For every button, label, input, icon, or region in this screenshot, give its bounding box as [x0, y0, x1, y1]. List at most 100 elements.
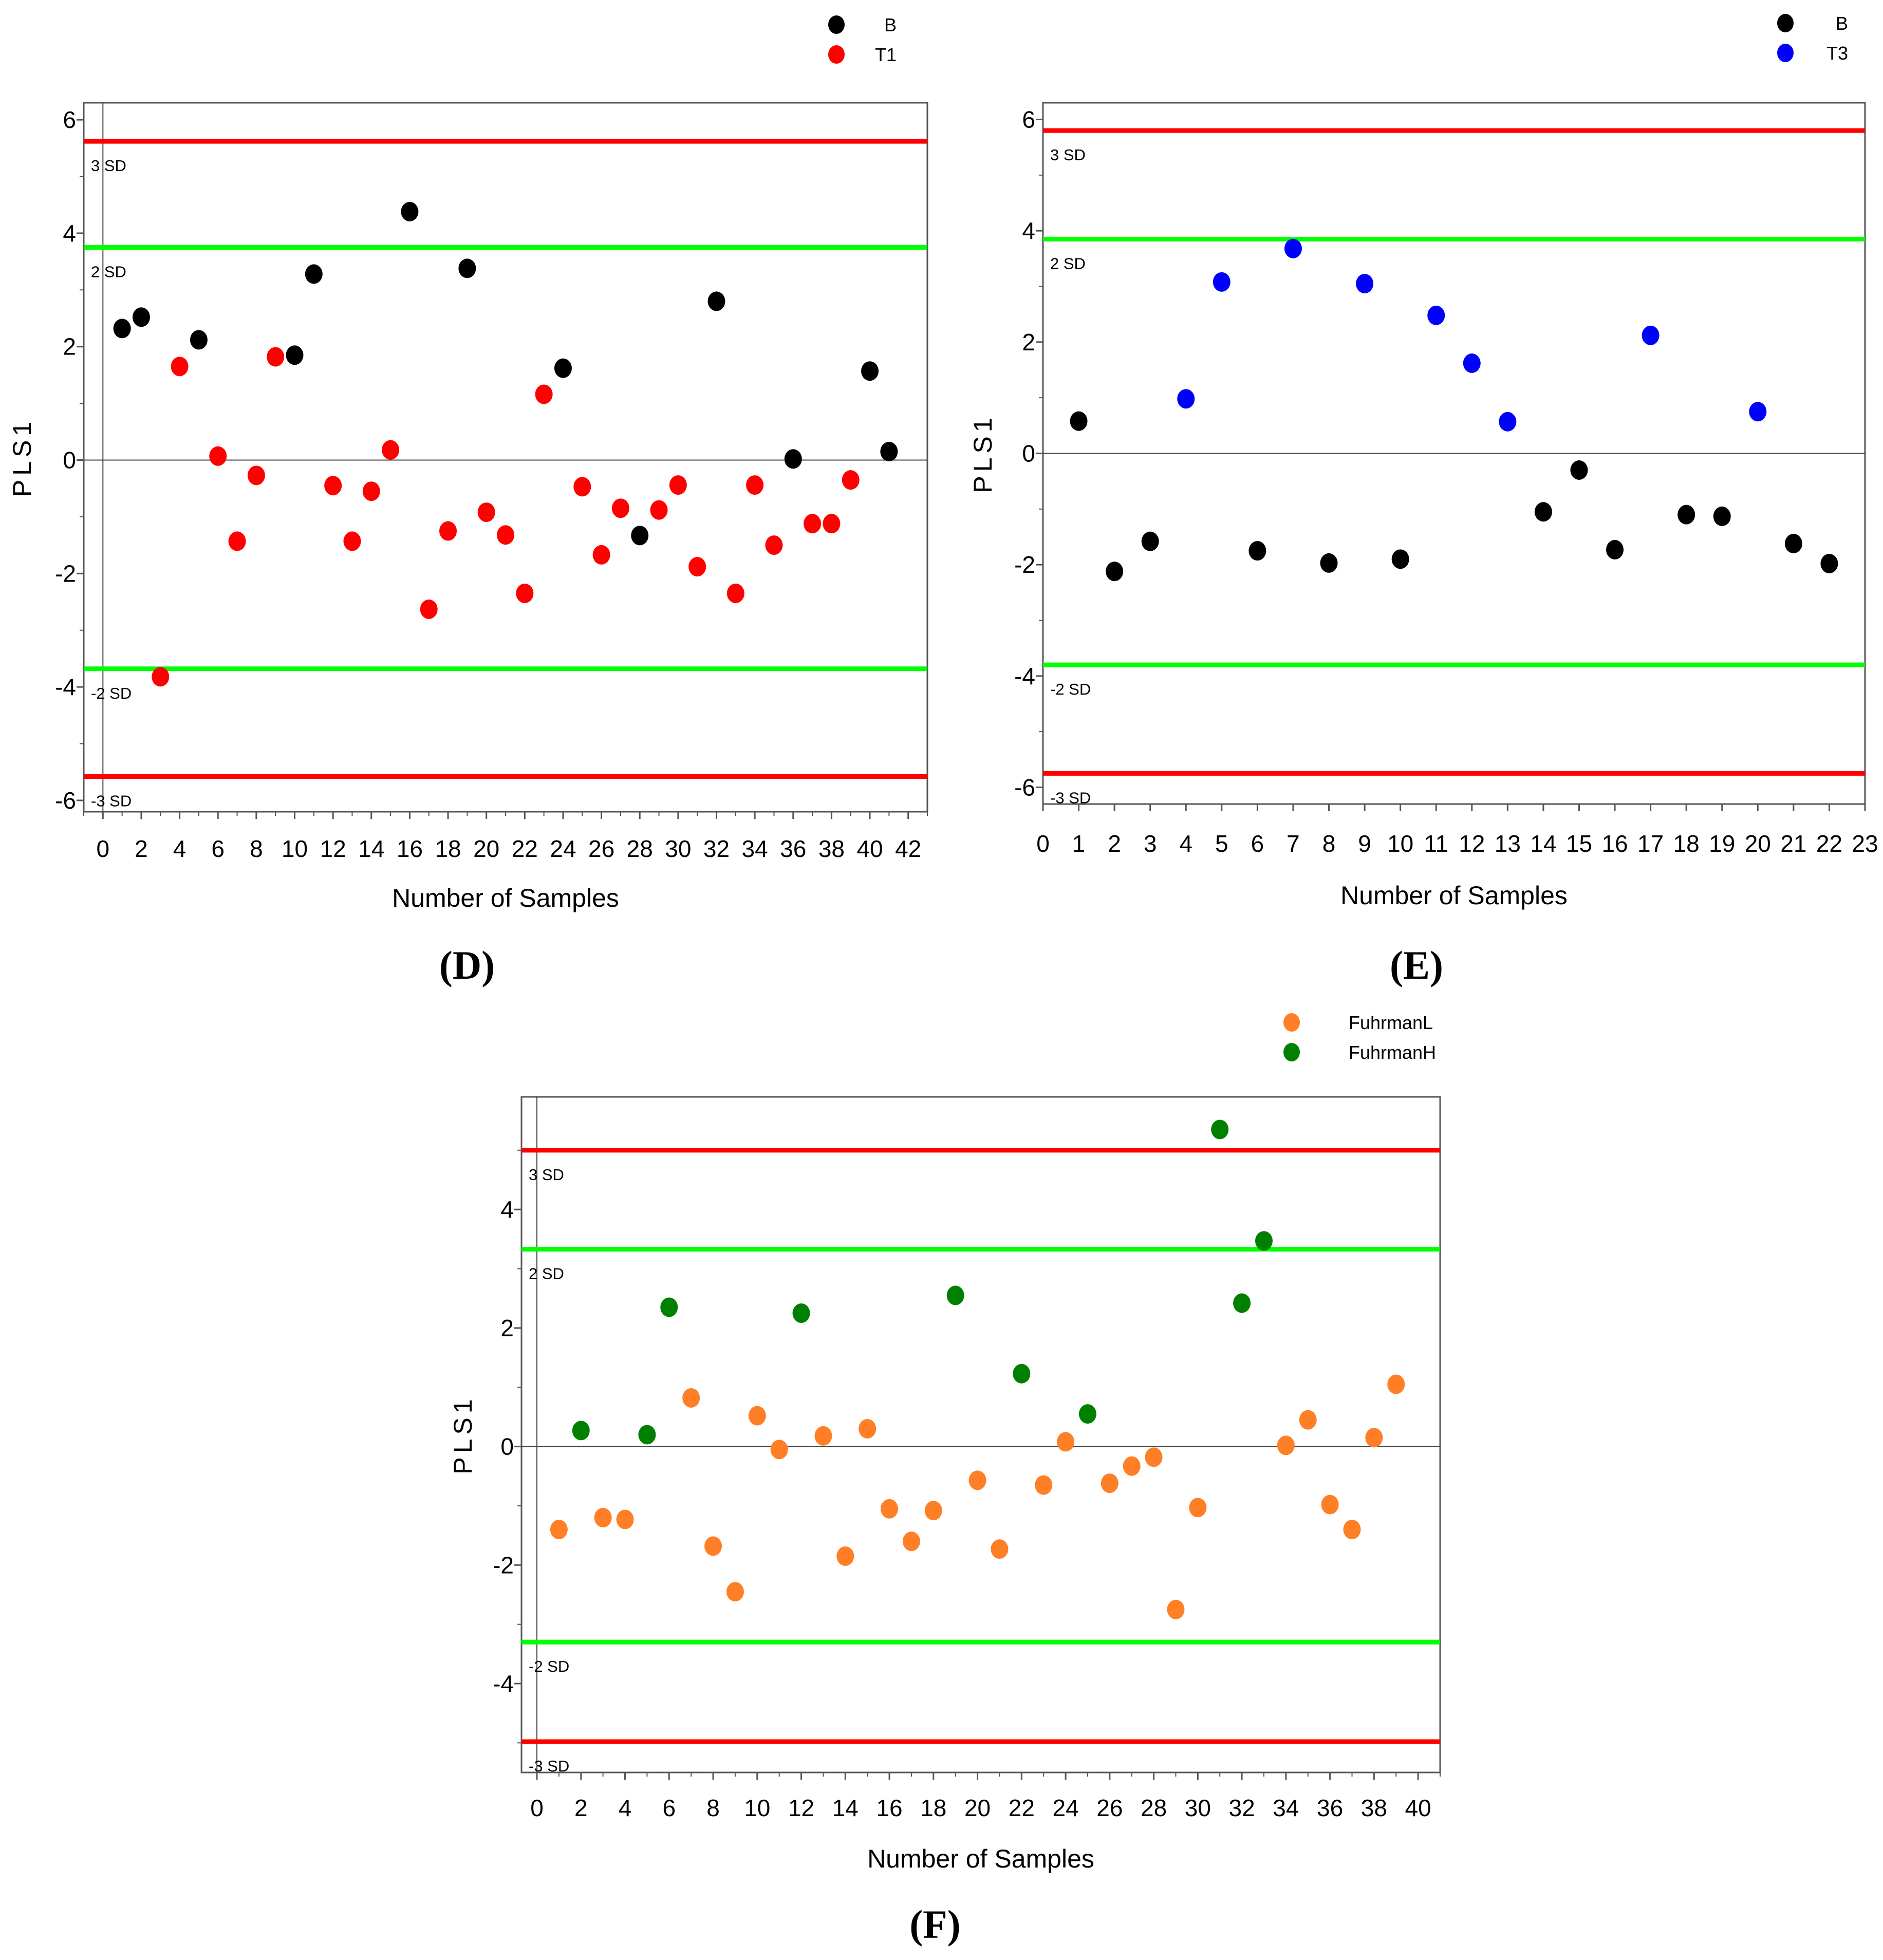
x-axis-title: Number of Samples — [867, 1844, 1094, 1873]
data-point-B-10 — [286, 345, 304, 365]
data-point-B-3 — [1141, 531, 1159, 551]
x-tick-label: 26 — [1096, 1795, 1123, 1821]
x-tick-label: 9 — [1358, 830, 1371, 857]
ref-line-label: -3 SD — [91, 792, 132, 810]
series-B — [113, 201, 898, 546]
ref-line-label: 2 SD — [91, 263, 126, 281]
data-point-B-22 — [1820, 554, 1838, 573]
data-point-FuhrmanH-2 — [572, 1421, 590, 1441]
x-tick-label: 4 — [1179, 830, 1192, 857]
data-point-T1-18 — [439, 521, 457, 541]
data-point-B-1 — [113, 319, 131, 339]
legend-marker-FuhrmanH — [1283, 1043, 1300, 1061]
y-tick-label: 4 — [63, 220, 76, 247]
data-point-B-40 — [861, 361, 879, 381]
series-T1 — [152, 347, 860, 687]
x-tick-label: 1 — [1072, 830, 1086, 857]
x-tick-label: 21 — [1780, 830, 1806, 857]
legend-marker-B — [1777, 14, 1794, 32]
x-tick-label: 15 — [1566, 830, 1592, 857]
data-point-T3-20 — [1749, 402, 1767, 422]
x-tick-label: 22 — [512, 835, 538, 862]
x-tick-label: 10 — [1387, 830, 1413, 857]
data-point-FuhrmanL-34 — [1277, 1435, 1295, 1455]
x-tick-label: 12 — [320, 835, 346, 862]
legend-label-FuhrmanH: FuhrmanH — [1349, 1042, 1436, 1063]
data-point-T1-6 — [209, 446, 227, 466]
data-point-FuhrmanL-35 — [1299, 1410, 1317, 1430]
x-tick-label: 34 — [1273, 1795, 1299, 1821]
data-point-T1-30 — [669, 475, 687, 495]
x-tick-label: 2 — [574, 1795, 588, 1821]
x-tick-label: 17 — [1637, 830, 1664, 857]
x-tick-label: 14 — [358, 835, 384, 862]
data-point-B-8 — [1320, 553, 1338, 573]
data-point-FuhrmanL-4 — [616, 1509, 634, 1529]
legend-marker-FuhrmanL — [1283, 1013, 1300, 1032]
ref-line-label: -3 SD — [1050, 789, 1091, 807]
data-point-B-16 — [401, 201, 419, 221]
x-tick-label: 32 — [703, 835, 730, 862]
y-tick-label: 6 — [1022, 106, 1035, 133]
data-point-FuhrmanH-33 — [1255, 1231, 1273, 1251]
data-point-T3-9 — [1356, 274, 1374, 294]
y-tick-label: 2 — [1022, 329, 1035, 356]
data-point-FuhrmanL-30 — [1189, 1498, 1207, 1518]
x-tick-label: 18 — [920, 1795, 946, 1821]
data-point-FuhrmanH-5 — [638, 1425, 656, 1445]
panel-label: (D) — [439, 943, 495, 987]
data-point-T3-4 — [1177, 389, 1195, 409]
series-B — [1070, 411, 1838, 582]
data-point-T1-8 — [247, 465, 265, 486]
y-tick-label: -2 — [493, 1552, 514, 1578]
data-point-B-5 — [190, 330, 208, 350]
y-tick-label: -4 — [1014, 663, 1035, 689]
x-tick-label: 13 — [1495, 830, 1521, 857]
data-point-FuhrmanL-1 — [550, 1520, 568, 1540]
data-point-B-11 — [305, 264, 323, 284]
x-tick-label: 28 — [627, 835, 653, 862]
data-point-FuhrmanL-26 — [1101, 1473, 1118, 1494]
data-point-T3-12 — [1463, 353, 1481, 373]
legend-marker-T3 — [1777, 44, 1794, 62]
x-tick-label: 5 — [1215, 830, 1228, 857]
x-tick-label: 8 — [706, 1795, 720, 1821]
data-point-B-28 — [631, 526, 649, 546]
data-point-FuhrmanH-6 — [660, 1297, 678, 1317]
data-point-T1-21 — [497, 525, 514, 545]
y-tick-label: -2 — [55, 560, 76, 587]
data-point-FuhrmanL-13 — [814, 1426, 832, 1446]
data-point-B-2 — [132, 307, 150, 327]
data-point-T1-13 — [343, 531, 361, 551]
ref-line-label: 3 SD — [1050, 146, 1086, 164]
data-point-FuhrmanL-9 — [726, 1582, 744, 1602]
data-point-T3-13 — [1499, 412, 1517, 432]
y-tick-label: 0 — [1022, 440, 1035, 467]
x-tick-label: 3 — [1144, 830, 1157, 857]
y-axis-title: PLS1 — [449, 1395, 477, 1474]
data-point-FuhrmanL-28 — [1145, 1447, 1163, 1467]
x-tick-label: 18 — [435, 835, 461, 862]
series-T3 — [1177, 238, 1767, 432]
y-tick-label: -4 — [55, 674, 76, 700]
data-point-FuhrmanL-17 — [902, 1532, 920, 1552]
data-point-T1-17 — [420, 599, 438, 619]
panel-F: 3 SD2 SD-2 SD-3 SD0 2 4 6 8 10 12 14 16 18 20 22 24 2… — [449, 1012, 1441, 1947]
data-point-FuhrmanL-23 — [1035, 1475, 1053, 1495]
x-tick-label: 6 — [662, 1795, 676, 1821]
data-point-B-6 — [1248, 541, 1266, 561]
x-tick-label: 7 — [1287, 830, 1300, 857]
x-tick-label: 0 — [97, 835, 110, 862]
data-point-FuhrmanL-37 — [1343, 1520, 1361, 1540]
data-point-T1-9 — [267, 347, 285, 367]
data-point-T3-11 — [1427, 305, 1445, 325]
legend-label-B: B — [884, 14, 897, 35]
data-point-FuhrmanL-20 — [968, 1470, 986, 1490]
data-point-FuhrmanL-36 — [1321, 1495, 1339, 1515]
ref-line-label: 3 SD — [529, 1166, 564, 1184]
data-point-B-32 — [707, 291, 725, 311]
data-point-FuhrmanL-38 — [1365, 1428, 1383, 1448]
ref-line-label: -2 SD — [91, 684, 132, 702]
data-point-T1-15 — [382, 440, 400, 460]
